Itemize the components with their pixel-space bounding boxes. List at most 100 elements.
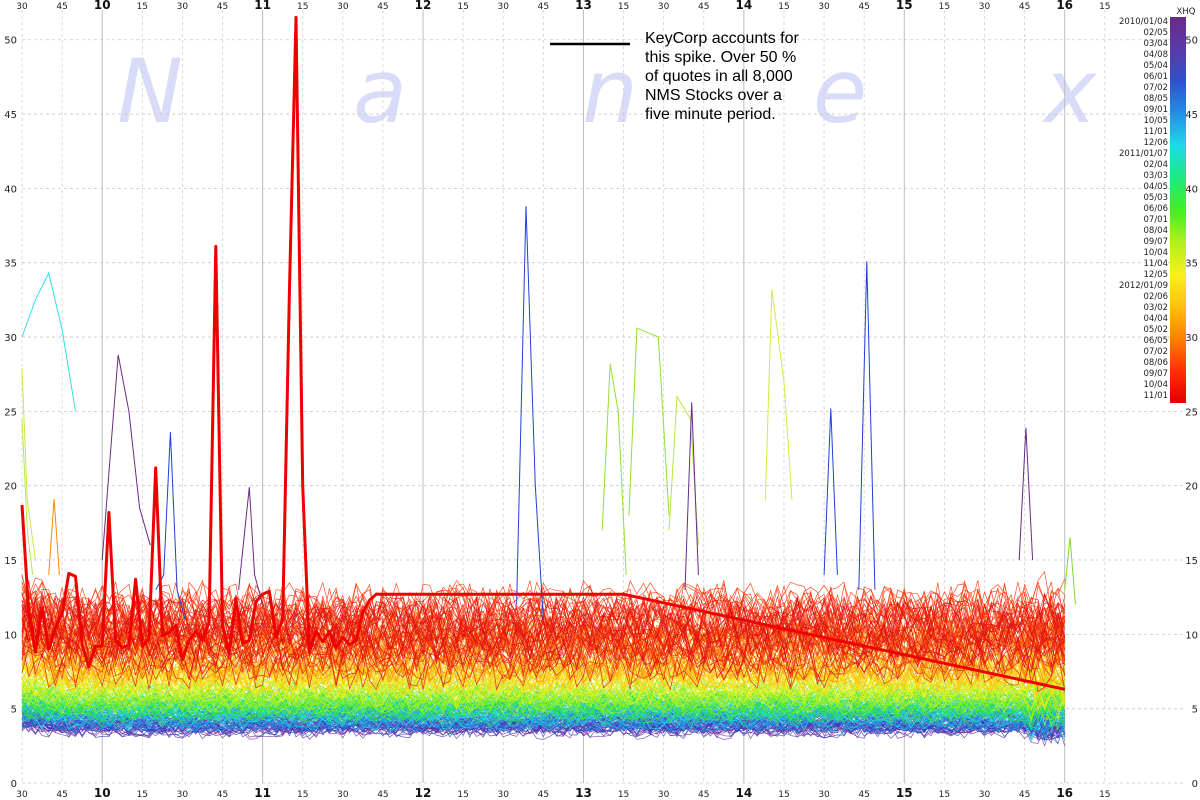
- background-series-spike: [21, 368, 36, 561]
- legend-label: 11/04: [1144, 259, 1169, 269]
- y-tick-label-left: 15: [4, 556, 17, 567]
- background-series-line: [21, 604, 1066, 670]
- x-tick-label-top: 15: [297, 2, 308, 12]
- y-tick-label-right: 10: [1185, 630, 1198, 641]
- x-tick-label-top: 13: [575, 0, 592, 12]
- background-series-spike: [764, 289, 793, 501]
- x-tick-label-bottom: 30: [818, 790, 830, 800]
- x-tick-label-top: 14: [736, 0, 753, 12]
- x-tick-label-top: 45: [858, 2, 869, 12]
- background-series-line: [21, 613, 1066, 673]
- legend-label: 02/06: [1144, 292, 1169, 302]
- annotation: KeyCorp accounts for this spike. Over 50 …: [550, 30, 800, 123]
- y-tick-label-left: 10: [4, 630, 17, 641]
- legend-label: 06/05: [1144, 336, 1169, 346]
- legend-label: 09/01: [1144, 105, 1169, 115]
- background-series-spike: [684, 402, 699, 590]
- background-series-spikes: [21, 206, 1076, 620]
- background-series-spike: [1064, 537, 1076, 605]
- legend-label: 06/01: [1144, 72, 1169, 82]
- annotation-text-line: NMS Stocks over a: [645, 87, 782, 104]
- y-tick-label-left: 0: [11, 779, 17, 790]
- y-tick-label-left: 30: [4, 333, 17, 344]
- x-tick-label-bottom: 13: [575, 786, 592, 800]
- legend-label: 12/06: [1144, 138, 1169, 148]
- background-series-line: [21, 682, 1066, 711]
- background-series-line: [21, 633, 1066, 679]
- background-series-spike: [238, 487, 264, 605]
- background-series-line: [21, 633, 1066, 691]
- watermark-letter: x: [1041, 40, 1097, 143]
- y-tick-label-right: 40: [1185, 184, 1198, 195]
- background-series-line: [21, 661, 1065, 699]
- x-tick-label-top: 30: [16, 2, 28, 12]
- background-series-line: [21, 593, 1065, 649]
- annotation-text-line: this spike. Over 50 %: [645, 49, 796, 66]
- legend-label: 03/03: [1144, 171, 1169, 181]
- y-tick-label-right: 45: [1185, 110, 1198, 121]
- x-tick-label-bottom: 15: [1099, 790, 1110, 800]
- legend-label: 10/05: [1144, 116, 1169, 126]
- y-tick-label-right: 50: [1185, 36, 1198, 47]
- x-tick-label-bottom: 12: [415, 786, 432, 800]
- x-tick-label-top: 30: [658, 2, 670, 12]
- legend-label: 03/02: [1144, 303, 1169, 313]
- background-series-line: [21, 705, 1066, 744]
- x-tick-label-bottom: 11: [254, 786, 271, 800]
- background-series-line: [21, 627, 1066, 677]
- background-series-line: [21, 581, 1066, 640]
- legend-label: 09/07: [1144, 237, 1169, 247]
- x-tick-label-top: 45: [698, 2, 709, 12]
- x-tick-label-bottom: 45: [538, 790, 549, 800]
- x-tick-label-bottom: 15: [896, 786, 913, 800]
- y-tick-label-left: 35: [4, 259, 17, 270]
- y-tick-label-right: 0: [1192, 779, 1198, 790]
- y-tick-label-left: 25: [4, 407, 17, 418]
- legend-label: 04/05: [1144, 182, 1169, 192]
- background-series-line: [21, 667, 1065, 697]
- background-series-line: [21, 603, 1066, 661]
- x-tick-label-bottom: 15: [939, 790, 950, 800]
- x-tick-label-top: 45: [56, 2, 67, 12]
- highlighted-series-line: [20, 15, 1066, 691]
- x-tick-label-bottom: 30: [658, 790, 670, 800]
- background-series-spike: [823, 408, 838, 575]
- legend-label: 02/04: [1144, 160, 1169, 170]
- y-tick-label-right: 15: [1185, 556, 1198, 567]
- x-tick-label-bottom: 16: [1056, 786, 1073, 800]
- background-series-spike: [48, 499, 60, 575]
- legend-label: 2010/01/04: [1119, 17, 1168, 27]
- legend-label: 08/05: [1144, 94, 1169, 104]
- legend-label: 2011/01/07: [1119, 149, 1168, 159]
- x-tick-label-bottom: 30: [16, 790, 28, 800]
- x-tick-label-bottom: 45: [377, 790, 388, 800]
- background-series-line: [21, 581, 1066, 628]
- x-tick-label-bottom: 45: [698, 790, 709, 800]
- x-tick-label-bottom: 30: [177, 790, 189, 800]
- x-tick-label-bottom: 30: [337, 790, 349, 800]
- x-tick-label-bottom: 30: [498, 790, 510, 800]
- legend-label: 07/01: [1144, 215, 1169, 225]
- background-series-line: [21, 713, 1066, 745]
- y-tick-label-right: 30: [1185, 333, 1198, 344]
- x-tick-label-bottom: 45: [217, 790, 228, 800]
- y-tick-label-right: 25: [1185, 407, 1198, 418]
- annotation-text-line: KeyCorp accounts for: [645, 30, 800, 47]
- x-tick-label-top: 15: [618, 2, 629, 12]
- legend-label: 02/05: [1144, 28, 1169, 38]
- y-tick-label-left: 20: [4, 482, 17, 493]
- highlighted-series: [20, 15, 1066, 691]
- x-tick-label-bottom: 15: [457, 790, 468, 800]
- x-tick-label-top: 15: [778, 2, 789, 12]
- x-tick-label-bottom: 15: [137, 790, 148, 800]
- x-tick-label-top: 30: [337, 2, 349, 12]
- legend-label: 04/08: [1144, 50, 1169, 60]
- legend-label: 10/04: [1144, 248, 1169, 258]
- x-tick-label-top: 30: [177, 2, 189, 12]
- x-tick-label-bottom: 14: [736, 786, 753, 800]
- background-series-spike: [601, 363, 627, 575]
- background-series-spike: [858, 261, 876, 590]
- background-series-line: [21, 576, 1065, 637]
- legend-label: 07/02: [1144, 347, 1169, 357]
